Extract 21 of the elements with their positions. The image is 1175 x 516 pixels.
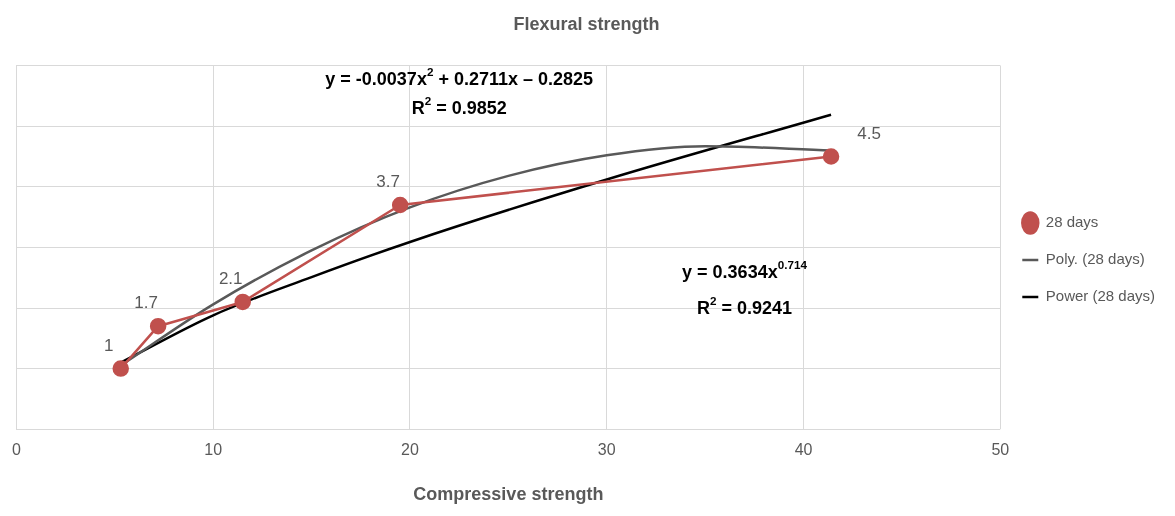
data-label: 1.7	[134, 293, 158, 313]
point	[822, 148, 840, 165]
legend-label: 28 days	[1045, 213, 1099, 231]
point	[391, 196, 409, 214]
data-label: 3.7	[376, 172, 400, 192]
x-tick-label: 50	[991, 441, 1010, 459]
x-tick-label: 30	[597, 441, 616, 459]
legend-label: Power (28 days)	[1045, 287, 1156, 305]
point	[234, 293, 251, 311]
x-tick-label: 0	[12, 441, 21, 459]
data-label: 1	[104, 335, 114, 355]
data-label: 4.5	[857, 123, 881, 143]
x-tick-label: 40	[794, 441, 813, 459]
legend-label: Poly. (28 days)	[1045, 250, 1145, 268]
point	[112, 360, 129, 377]
x-tick-label: 20	[401, 441, 419, 459]
x-tick-label: 10	[204, 441, 223, 459]
point	[149, 317, 167, 335]
x-axis-title: Compressive strength	[413, 484, 604, 505]
data-label: 2.1	[218, 269, 243, 289]
chart-title: Flexural strength	[513, 13, 660, 34]
